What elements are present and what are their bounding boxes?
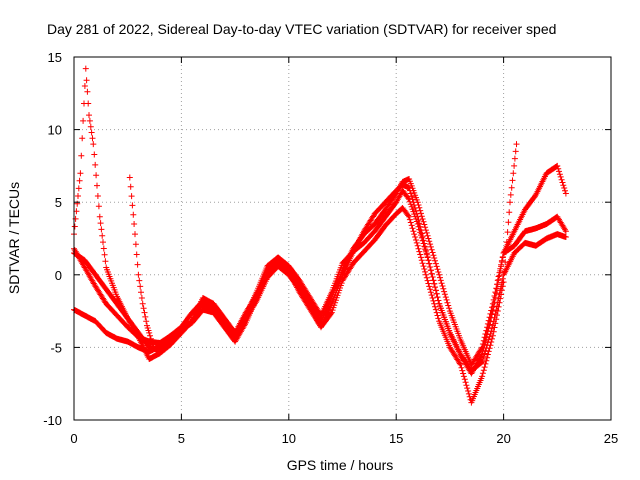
y-tick-label: -5	[50, 340, 62, 355]
x-tick-label: 10	[282, 431, 296, 446]
grid-lines	[74, 57, 611, 420]
chart-title: Day 281 of 2022, Sidereal Day-to-day VTE…	[47, 21, 556, 37]
x-tick-label: 0	[70, 431, 77, 446]
y-tick-label: 5	[55, 195, 62, 210]
x-tick-label: 15	[389, 431, 403, 446]
y-tick-label: 10	[48, 123, 62, 138]
x-tick-label: 25	[604, 431, 618, 446]
x-tick-label: 20	[496, 431, 510, 446]
y-axis-label: SDTVAR / TECUs	[6, 182, 22, 294]
y-tick-label: 0	[55, 268, 62, 283]
plus-markers	[71, 65, 520, 406]
plot-frame	[73, 56, 612, 421]
plus-markers	[126, 174, 157, 351]
axis-ticks: 0 5 10 15 20 25 -10 -5 0 5 10 15	[43, 50, 618, 446]
y-tick-label: 15	[48, 50, 62, 65]
series-track-5	[126, 174, 157, 351]
x-tick-label: 5	[178, 431, 185, 446]
data-series	[71, 65, 569, 406]
y-tick-label: -10	[43, 413, 62, 428]
series-track-4	[71, 65, 520, 406]
x-axis-label: GPS time / hours	[287, 457, 394, 473]
